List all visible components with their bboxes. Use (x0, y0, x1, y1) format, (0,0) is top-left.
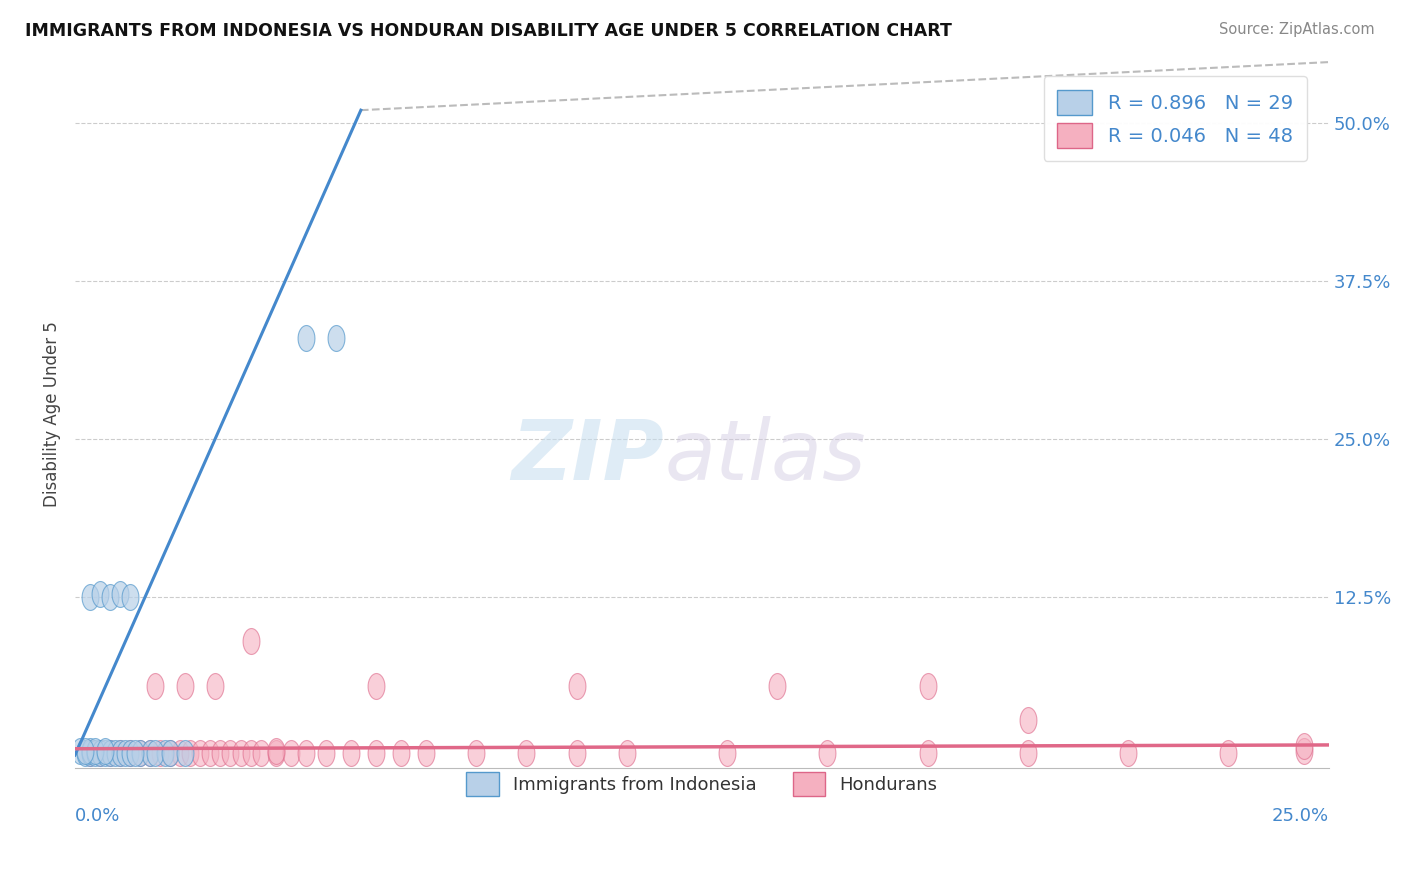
Point (98, 746, 121, 760)
Point (120, 590, 142, 604)
Text: Source: ZipAtlas.com: Source: ZipAtlas.com (1219, 22, 1375, 37)
Point (815, 746, 838, 760)
Point (264, 746, 287, 760)
Point (219, 746, 242, 760)
Point (280, 746, 302, 760)
Point (79, 590, 101, 604)
Point (415, 746, 437, 760)
Point (89, 746, 111, 760)
Point (1292, 739, 1315, 754)
Point (239, 746, 262, 760)
Point (565, 746, 588, 760)
Text: atlas: atlas (664, 416, 866, 497)
Point (79, 746, 101, 760)
Point (565, 679, 588, 693)
Point (917, 679, 939, 693)
Point (129, 746, 152, 760)
Point (129, 746, 152, 760)
Point (143, 746, 166, 760)
Point (120, 746, 142, 760)
Point (364, 746, 387, 760)
Point (340, 746, 363, 760)
Point (264, 744, 287, 758)
Point (98, 746, 121, 760)
Point (315, 746, 337, 760)
Point (155, 746, 177, 760)
Point (69, 744, 91, 758)
Point (73, 746, 96, 760)
Point (1017, 746, 1039, 760)
Point (108, 746, 131, 760)
Point (209, 746, 232, 760)
Point (515, 746, 537, 760)
Text: IMMIGRANTS FROM INDONESIA VS HONDURAN DISABILITY AGE UNDER 5 CORRELATION CHART: IMMIGRANTS FROM INDONESIA VS HONDURAN DI… (25, 22, 952, 40)
Point (139, 746, 162, 760)
Point (1116, 746, 1139, 760)
Point (124, 746, 146, 760)
Point (325, 331, 347, 345)
Point (169, 746, 191, 760)
Point (465, 746, 488, 760)
Point (94, 744, 117, 758)
Point (114, 746, 136, 760)
Point (249, 746, 271, 760)
Point (149, 746, 172, 760)
Point (108, 587, 131, 601)
Point (159, 746, 181, 760)
Point (143, 679, 166, 693)
Point (84, 746, 107, 760)
Text: 0.0%: 0.0% (75, 806, 121, 824)
Point (616, 746, 638, 760)
Point (89, 746, 111, 760)
Y-axis label: Disability Age Under 5: Disability Age Under 5 (44, 321, 60, 507)
Point (1017, 713, 1039, 727)
Point (79, 746, 101, 760)
Point (190, 746, 212, 760)
Legend: Immigrants from Indonesia, Hondurans: Immigrants from Indonesia, Hondurans (454, 760, 950, 808)
Point (716, 746, 738, 760)
Point (73, 744, 96, 758)
Point (239, 634, 262, 648)
Point (229, 746, 252, 760)
Point (108, 746, 131, 760)
Point (1218, 746, 1240, 760)
Point (179, 746, 201, 760)
Text: 25.0%: 25.0% (1271, 806, 1329, 824)
Point (294, 331, 316, 345)
Point (1292, 744, 1315, 758)
Point (389, 746, 412, 760)
Point (94, 746, 117, 760)
Point (98, 590, 121, 604)
Point (174, 746, 197, 760)
Point (294, 746, 316, 760)
Point (120, 746, 142, 760)
Point (139, 746, 162, 760)
Point (917, 746, 939, 760)
Point (84, 744, 107, 758)
Point (174, 679, 197, 693)
Point (159, 746, 181, 760)
Point (89, 587, 111, 601)
Point (200, 746, 222, 760)
Point (204, 679, 226, 693)
Point (766, 679, 789, 693)
Text: ZIP: ZIP (512, 416, 664, 497)
Point (79, 744, 101, 758)
Point (104, 746, 127, 760)
Point (364, 679, 387, 693)
